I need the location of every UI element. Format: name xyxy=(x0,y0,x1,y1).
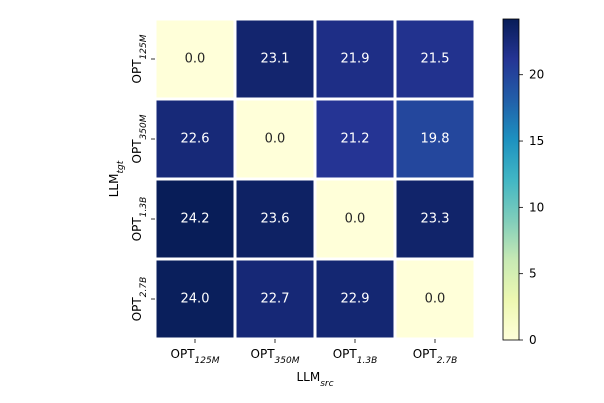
x-tick-label: OPT2.7B xyxy=(413,347,458,366)
cell-value-label: 0.0 xyxy=(265,132,286,147)
cell-value-label: 0.0 xyxy=(185,52,206,67)
cell-value-label: 22.6 xyxy=(181,132,210,147)
heatmap-cell xyxy=(393,257,477,341)
cell-value-label: 0.0 xyxy=(425,292,446,307)
cell-value-label: 21.2 xyxy=(341,132,370,147)
colorbar-tick-label: 5 xyxy=(529,267,537,281)
cell-value-label: 24.0 xyxy=(181,292,210,307)
colorbar-frame xyxy=(502,18,520,341)
heatmap-cells: 0.0 23.1 21.9 21.5 22.6 0.0 21.2 19.8 24.2 23.6 0.… xyxy=(153,17,477,341)
y-tick-label: OPT125M xyxy=(130,34,149,83)
colorbar-gradient xyxy=(503,19,519,340)
colorbar-tick-label: 0 xyxy=(529,333,537,347)
heatmap-cell xyxy=(233,97,317,181)
cell-value-label: 21.9 xyxy=(341,52,370,67)
heatmap-cell xyxy=(233,257,317,341)
x-tick-label: OPT1.3B xyxy=(333,347,378,366)
x-axis-ticks: OPT125M OPT350M OPT1.3B OPT2.7B xyxy=(171,339,458,366)
cell-value-label: 22.9 xyxy=(341,292,370,307)
x-tick-label: OPT350M xyxy=(251,347,300,366)
colorbar: 0 5 10 15 20 xyxy=(502,18,544,347)
colorbar-tick-label: 15 xyxy=(529,134,544,148)
y-axis-ticks: OPT125M OPT350M OPT1.3B OPT2.7B xyxy=(130,34,155,321)
cell-value-label: 21.5 xyxy=(421,52,450,67)
axis-titles: LLMsrc LLMtgt xyxy=(107,160,334,389)
cell-value-label: 23.3 xyxy=(421,212,450,227)
cell-value-label: 23.1 xyxy=(261,52,290,67)
cell-value-label: 22.7 xyxy=(261,292,290,307)
cell-value-label: 0.0 xyxy=(345,212,366,227)
y-tick-label: OPT1.3B xyxy=(130,197,149,242)
x-tick-label: OPT125M xyxy=(171,347,220,366)
colorbar-tick-label: 10 xyxy=(529,200,544,214)
heatmap-cell xyxy=(393,17,477,101)
colorbar-tick-label: 20 xyxy=(529,68,544,82)
y-tick-label: OPT350M xyxy=(130,114,149,163)
heatmap-cell xyxy=(393,97,477,181)
x-axis-title: LLMsrc xyxy=(296,370,333,389)
cell-value-label: 24.2 xyxy=(181,212,210,227)
y-tick-label: OPT2.7B xyxy=(130,277,149,322)
cell-value-label: 19.8 xyxy=(421,132,450,147)
heatmap-cell xyxy=(233,177,317,261)
heatmap-cell xyxy=(393,177,477,261)
y-axis-title: LLMtgt xyxy=(107,160,126,197)
cell-value-label: 23.6 xyxy=(261,212,290,227)
